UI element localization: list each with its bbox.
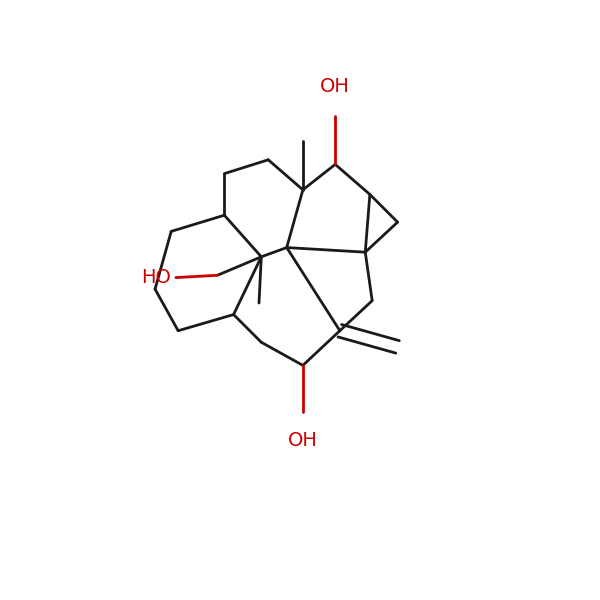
Text: OH: OH	[320, 77, 350, 97]
Text: HO: HO	[142, 268, 171, 287]
Text: OH: OH	[288, 431, 318, 450]
